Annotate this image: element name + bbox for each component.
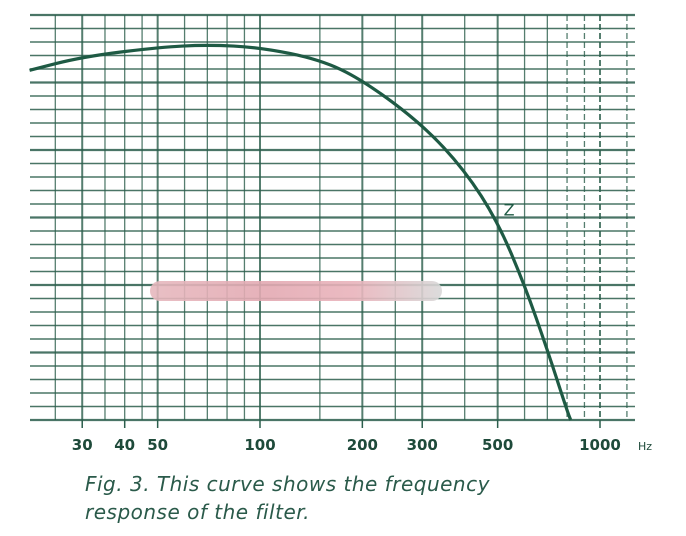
caption-line-2: response of the filter. (85, 500, 310, 524)
x-tick-label: 500 (482, 436, 513, 454)
grid (30, 13, 635, 422)
x-tick-label: 40 (114, 436, 135, 454)
x-tick-label: 30 (72, 436, 93, 454)
x-axis-ticks: 30 40 50 100 200 300 500 1000 (72, 420, 621, 454)
x-unit-label: Hz (638, 440, 652, 453)
frequency-response-chart: 30 40 50 100 200 300 500 1000 Hz Z (29, 13, 652, 454)
x-tick-label: 200 (347, 436, 378, 454)
curve-annotation-z: Z (504, 201, 515, 220)
caption-line-1: Fig. 3. This curve shows the frequency (85, 472, 490, 496)
x-tick-label: 1000 (579, 436, 621, 454)
x-tick-label: 50 (147, 436, 168, 454)
response-curve (29, 43, 573, 421)
x-tick-label: 100 (244, 436, 275, 454)
redaction-bar (150, 281, 442, 301)
figure-caption: Fig. 3. This curve shows the frequency r… (85, 470, 490, 526)
series (29, 43, 573, 421)
x-tick-label: 300 (407, 436, 438, 454)
